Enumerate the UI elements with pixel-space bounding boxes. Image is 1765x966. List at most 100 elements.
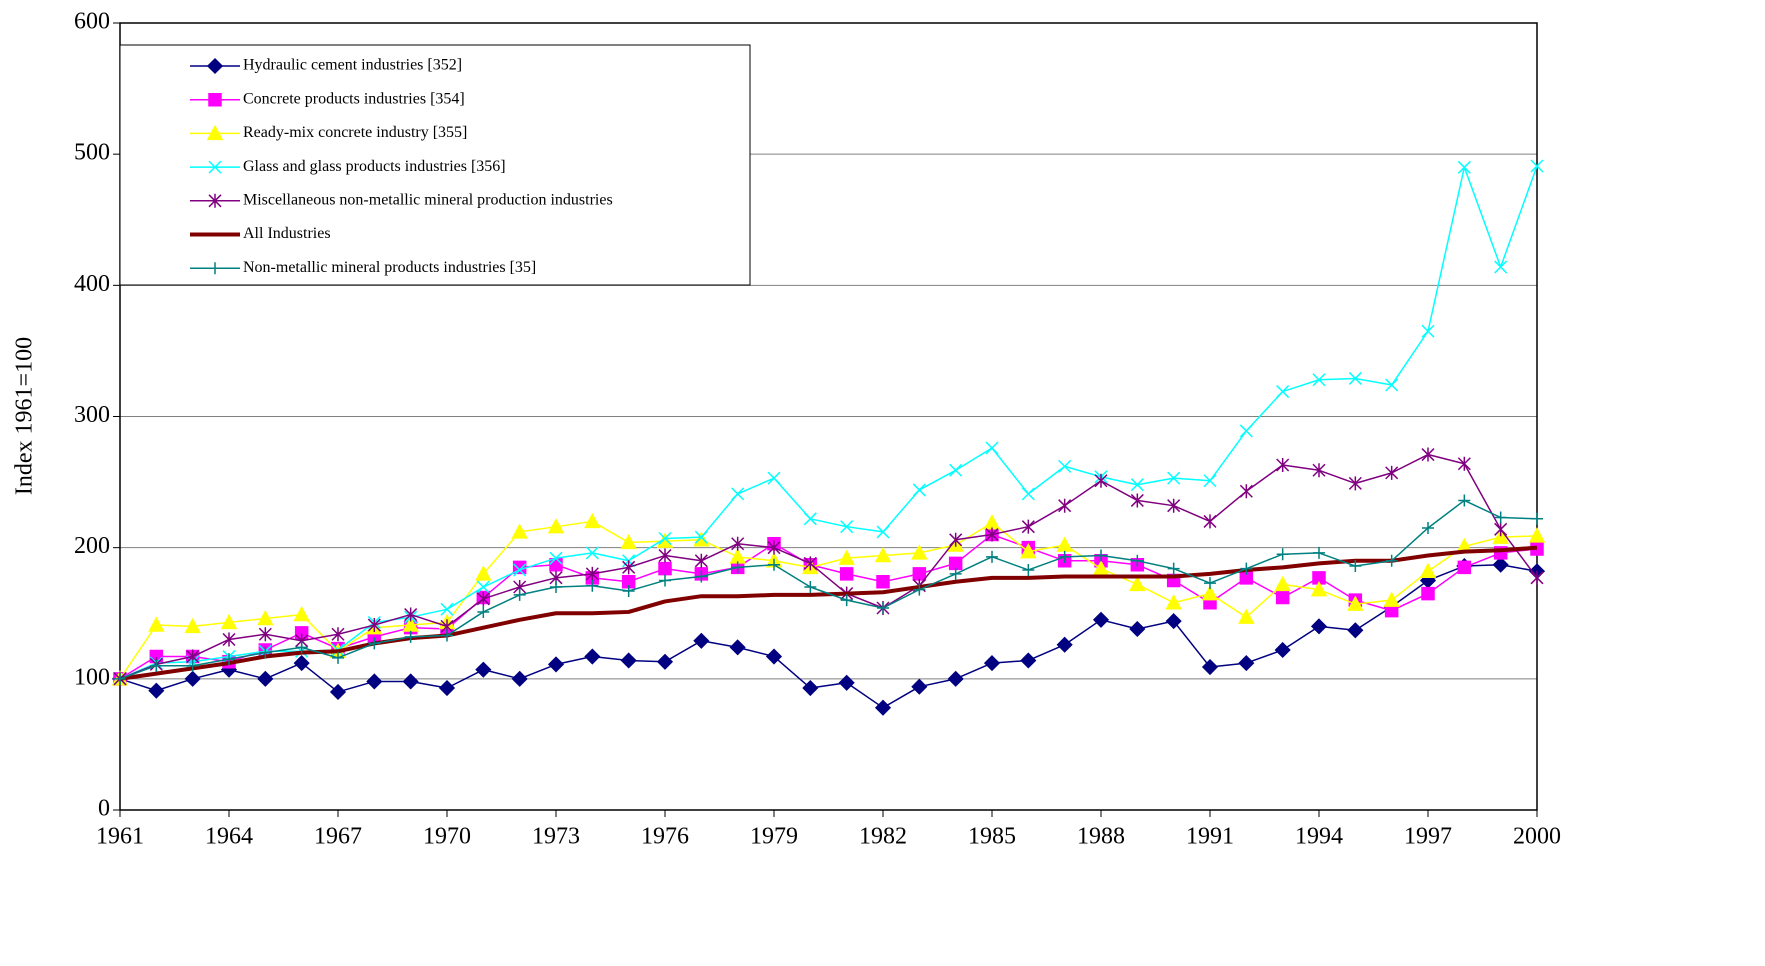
marker	[1312, 373, 1326, 387]
marker	[765, 648, 783, 665]
marker	[1129, 575, 1146, 592]
marker	[441, 629, 453, 642]
marker	[1494, 511, 1507, 524]
marker	[1530, 570, 1544, 585]
plot-border	[119, 22, 1538, 811]
marker	[1385, 554, 1398, 567]
marker	[1058, 498, 1072, 513]
legend-marker	[208, 92, 222, 107]
marker	[257, 670, 274, 687]
marker	[874, 546, 892, 563]
marker	[1492, 528, 1509, 544]
marker	[1130, 493, 1144, 508]
marker	[332, 651, 344, 664]
marker	[547, 656, 565, 673]
marker	[1385, 378, 1399, 392]
marker	[1310, 581, 1328, 597]
marker	[731, 536, 745, 551]
legend-box	[119, 44, 751, 286]
marker	[1275, 590, 1290, 605]
legend-marker	[208, 160, 222, 174]
series-line	[119, 545, 1538, 681]
marker	[803, 556, 817, 571]
marker	[549, 551, 563, 565]
marker	[1058, 550, 1071, 563]
marker	[729, 548, 746, 564]
marker	[693, 531, 710, 547]
marker	[658, 548, 672, 563]
marker	[1385, 465, 1399, 480]
marker	[1130, 478, 1144, 492]
legend-label: Non-metallic mineral products industries…	[243, 259, 536, 276]
marker	[840, 520, 854, 534]
y-tick-label: 500	[74, 140, 110, 166]
marker	[731, 487, 745, 501]
marker	[693, 632, 710, 649]
marker	[877, 602, 889, 615]
x-tick-label: 1994	[1295, 824, 1343, 850]
marker	[1419, 562, 1437, 579]
legend-label: Glass and glass products industries [356…	[243, 158, 506, 175]
marker	[329, 683, 347, 701]
marker	[656, 653, 674, 670]
marker	[803, 512, 817, 526]
marker	[1421, 447, 1435, 462]
marker	[1347, 595, 1364, 611]
marker	[768, 558, 780, 571]
marker	[804, 581, 817, 594]
x-tick-label: 1961	[96, 824, 144, 850]
marker	[1421, 586, 1435, 601]
marker	[1274, 575, 1291, 592]
x-tick-label: 1964	[205, 824, 253, 850]
marker	[983, 655, 1001, 672]
marker	[1383, 591, 1400, 607]
marker	[1204, 577, 1216, 590]
marker	[1165, 594, 1182, 610]
marker	[985, 527, 999, 542]
marker	[440, 602, 454, 616]
x-tick-label: 1985	[968, 824, 1016, 850]
marker	[550, 581, 562, 594]
marker	[1021, 519, 1035, 534]
marker	[838, 549, 855, 565]
marker	[1131, 554, 1144, 567]
marker	[1458, 494, 1471, 507]
marker	[1457, 560, 1472, 575]
y-tick-label: 100	[74, 664, 110, 690]
marker	[1203, 514, 1217, 529]
marker	[148, 682, 165, 699]
marker	[1239, 424, 1253, 438]
marker	[839, 567, 854, 581]
marker	[475, 565, 492, 581]
marker	[658, 531, 672, 546]
marker	[1167, 471, 1181, 485]
marker	[694, 553, 708, 568]
marker	[1349, 560, 1362, 573]
marker	[838, 674, 855, 691]
marker	[1276, 458, 1290, 473]
marker	[622, 584, 635, 597]
marker	[1421, 324, 1435, 338]
marker	[1530, 159, 1544, 173]
legend-marker	[206, 124, 224, 141]
marker	[1201, 584, 1219, 601]
marker	[912, 567, 927, 581]
marker	[1056, 636, 1073, 653]
marker	[731, 561, 744, 574]
marker	[1528, 527, 1546, 543]
marker	[585, 566, 599, 581]
y-tick-label: 200	[74, 533, 110, 559]
marker	[985, 441, 999, 455]
legend-label: Hydraulic cement industries [352]	[243, 57, 462, 74]
marker	[876, 525, 890, 539]
marker	[1274, 641, 1291, 659]
marker	[913, 583, 926, 596]
marker	[259, 646, 272, 659]
y-tick-label: 300	[74, 402, 110, 428]
marker	[184, 670, 201, 687]
marker	[694, 530, 708, 544]
marker	[223, 653, 235, 666]
legend-label: Concrete products industries [354]	[243, 90, 465, 107]
marker	[1457, 456, 1471, 471]
marker	[331, 627, 345, 642]
